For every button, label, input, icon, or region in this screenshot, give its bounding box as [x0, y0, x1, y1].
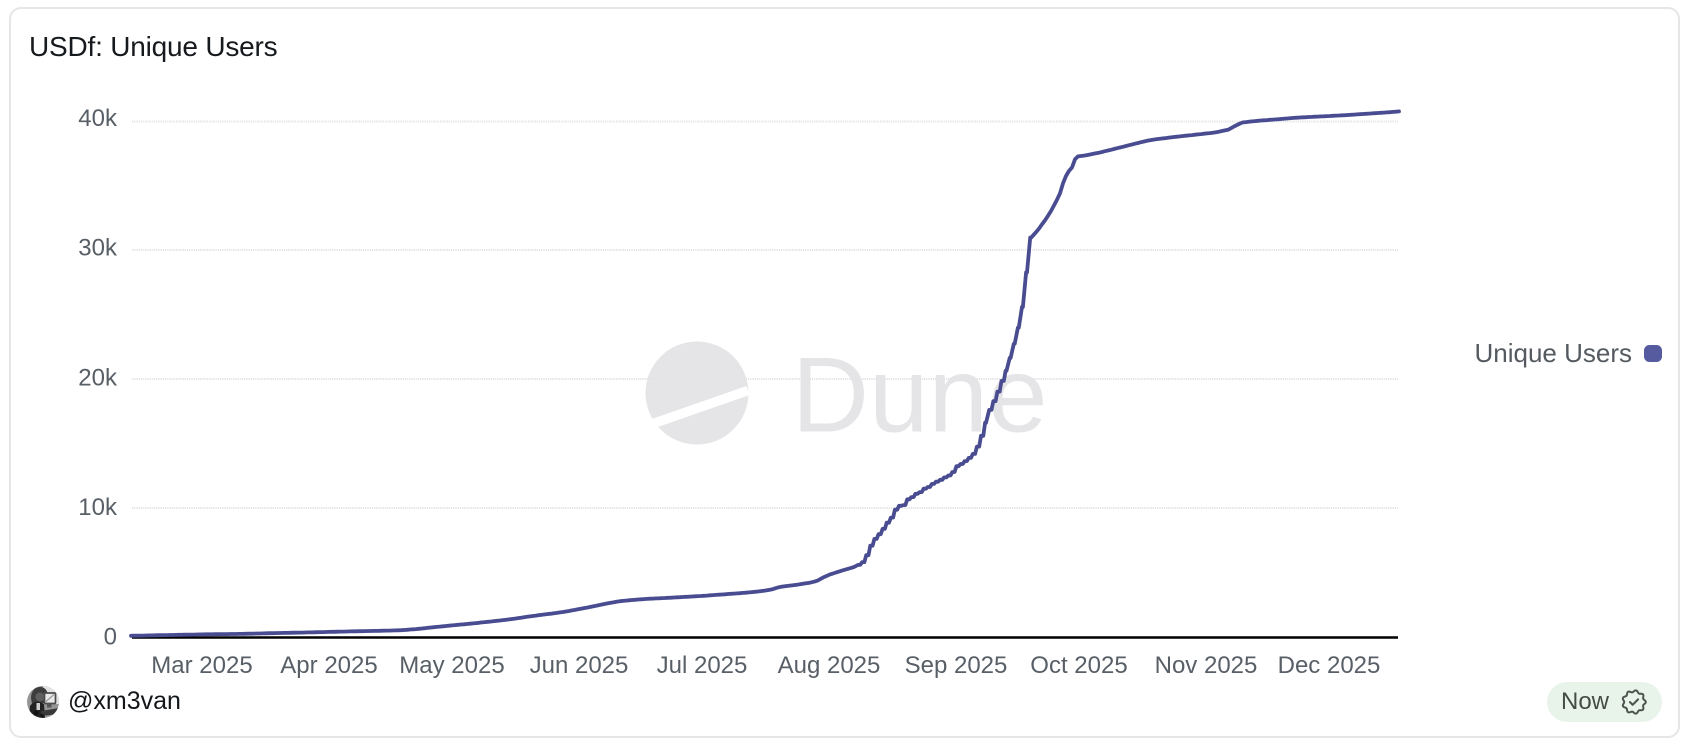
svg-text:Aug 2025: Aug 2025 [778, 652, 881, 679]
svg-text:0: 0 [104, 624, 117, 651]
svg-text:May 2025: May 2025 [399, 652, 504, 679]
svg-text:Jun 2025: Jun 2025 [530, 652, 629, 679]
svg-text:Dune: Dune [792, 335, 1048, 455]
svg-text:Dec 2025: Dec 2025 [1278, 652, 1381, 679]
svg-text:10k: 10k [78, 494, 118, 521]
svg-text:20k: 20k [78, 364, 118, 391]
svg-text:Sep 2025: Sep 2025 [905, 652, 1008, 679]
svg-text:Apr 2025: Apr 2025 [280, 652, 377, 679]
svg-text:30k: 30k [78, 235, 118, 262]
svg-text:Jul 2025: Jul 2025 [657, 652, 748, 679]
svg-text:Mar 2025: Mar 2025 [151, 652, 252, 679]
svg-text:Nov 2025: Nov 2025 [1155, 652, 1258, 679]
svg-text:Oct 2025: Oct 2025 [1030, 652, 1127, 679]
svg-text:40k: 40k [78, 105, 118, 132]
